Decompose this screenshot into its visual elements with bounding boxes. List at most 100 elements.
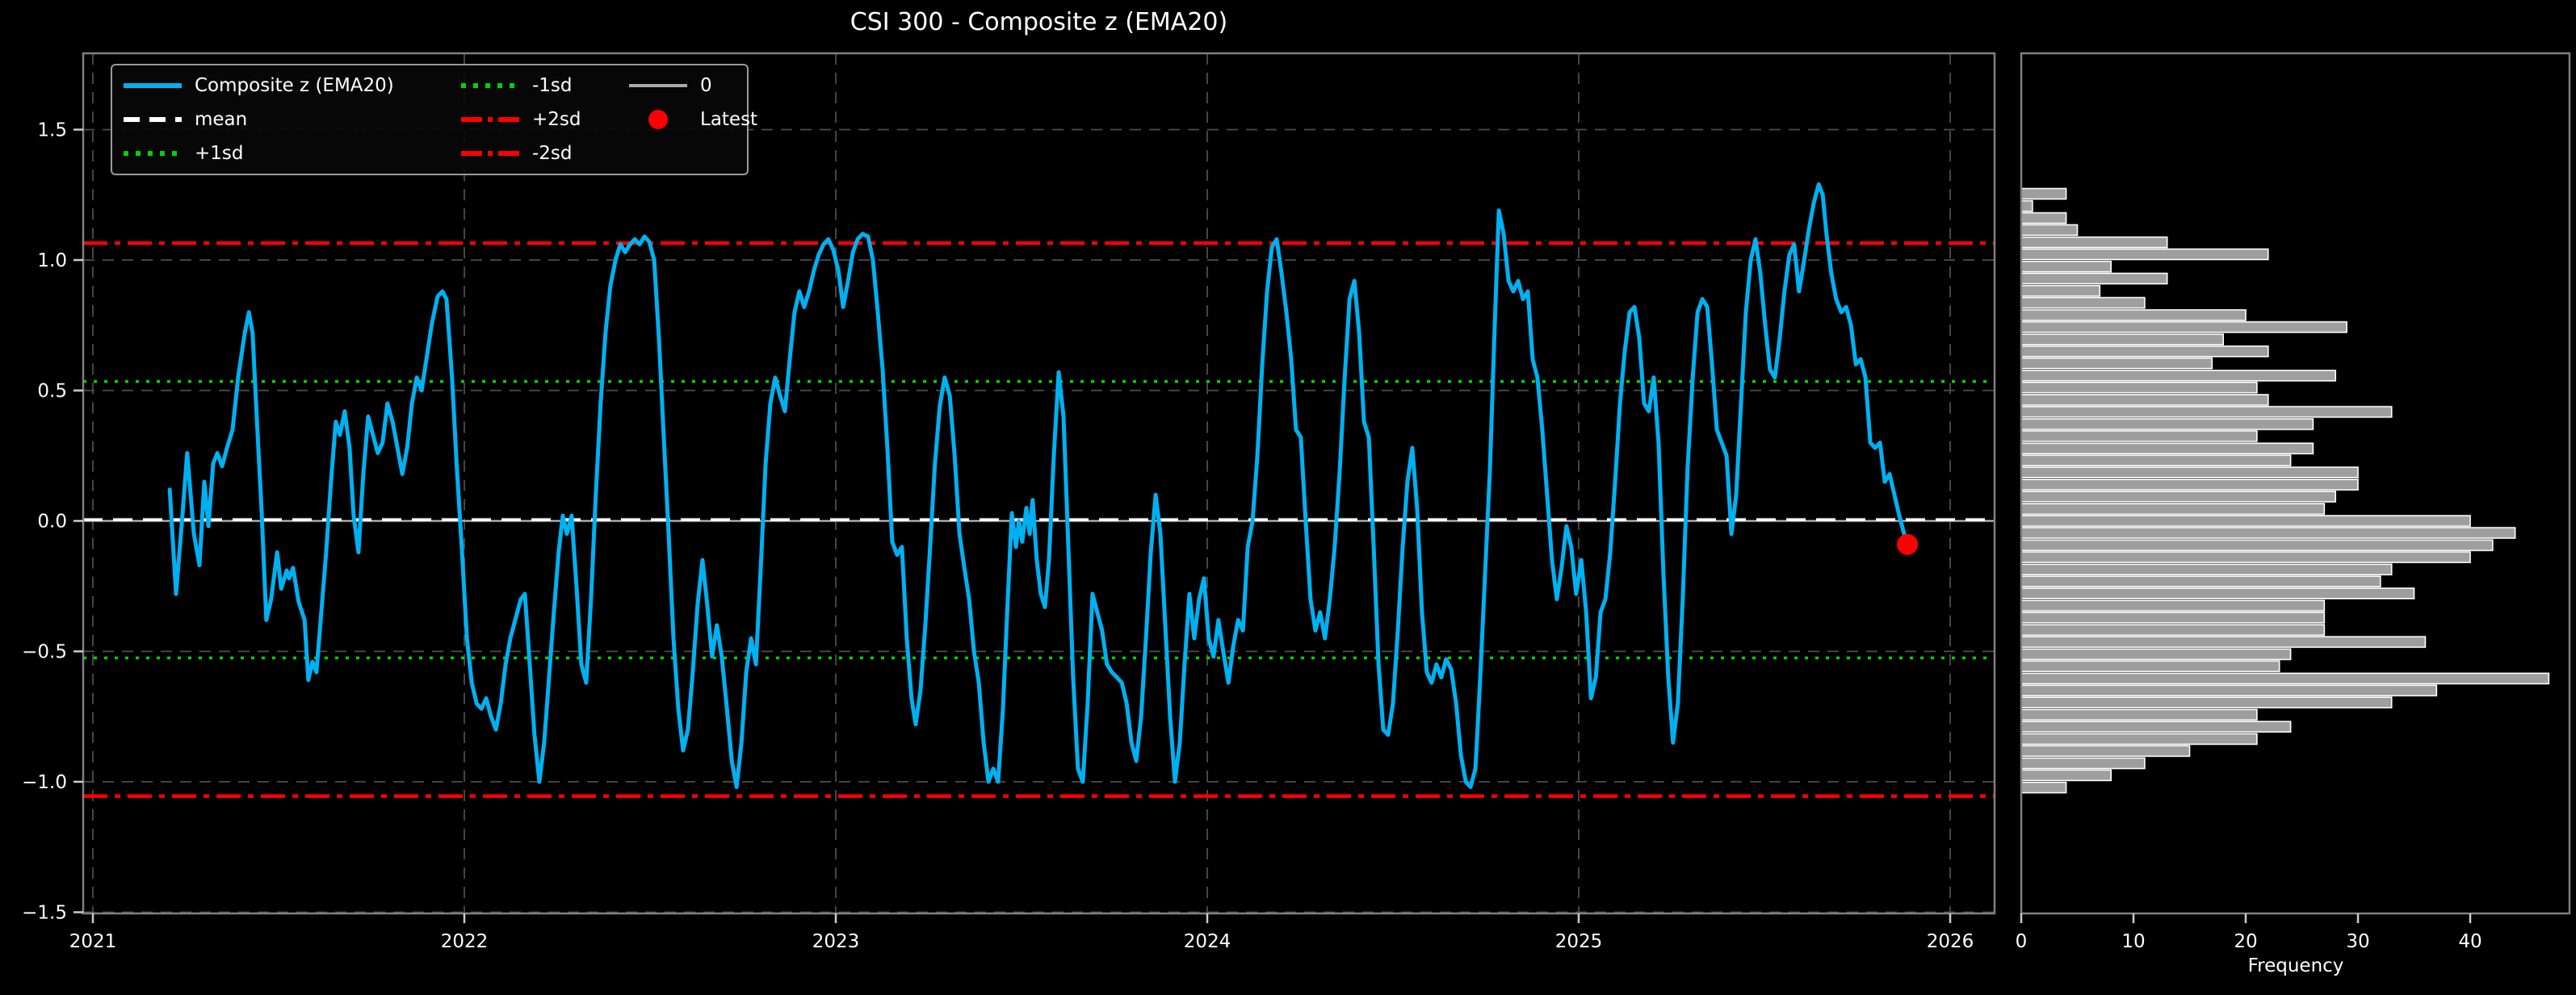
histogram-bar (2020, 248, 2269, 261)
x-tick-label: 2023 (812, 931, 860, 952)
legend-label: Latest (700, 109, 758, 130)
histogram-bar (2020, 502, 2326, 515)
histogram-bar (2020, 405, 2393, 418)
histogram-bar (2020, 199, 2033, 212)
histogram-bar (2020, 393, 2269, 406)
hist-x-tick-label: 20 (2234, 931, 2257, 952)
histogram-bar (2020, 599, 2326, 612)
legend-item-latest: Latest (629, 103, 757, 136)
histogram-bar (2020, 442, 2314, 455)
histogram-bar (2020, 587, 2415, 600)
x-tick-label: 2025 (1555, 931, 1603, 952)
legend-item-minus2sd: -2sd (461, 136, 629, 170)
histogram-bar (2020, 672, 2550, 685)
y-tick-label: −1.0 (22, 772, 67, 793)
histogram-bar (2020, 539, 2494, 552)
histogram-xlabel: Frequency (2247, 955, 2344, 976)
legend-label: Composite z (EMA20) (195, 75, 394, 96)
y-tick-label: 0.0 (37, 511, 67, 532)
legend-label: -1sd (532, 75, 573, 96)
histogram-bar (2020, 284, 2101, 297)
y-tick-label: 0.5 (37, 381, 67, 402)
histogram-bar (2020, 733, 2258, 745)
legend: Composite z (EMA20) mean +1sd -1sd +2sd … (111, 64, 757, 175)
hist-x-tick-label: 30 (2346, 931, 2369, 952)
main-gridlines (83, 53, 1995, 913)
y-tick-label: −0.5 (22, 642, 67, 663)
histogram-bar (2020, 224, 2079, 237)
legend-item-composite-z: Composite z (EMA20) (124, 69, 461, 103)
histogram-bar (2020, 684, 2438, 697)
y-tick-label: 1.5 (37, 120, 67, 141)
histogram-bar (2020, 369, 2337, 382)
x-tick-label: 2024 (1184, 931, 1231, 952)
legend-item-zero: 0 (629, 69, 750, 103)
line-dashdot-red-icon (461, 117, 519, 122)
hist-x-tick-label: 10 (2121, 931, 2145, 952)
histogram-bar (2020, 466, 2359, 479)
histogram-bar (2020, 236, 2168, 249)
line-dotted-green-icon (461, 83, 519, 88)
histogram-bar (2020, 514, 2471, 527)
histogram-bar (2020, 490, 2337, 503)
histogram-bar (2020, 636, 2427, 649)
main-plot-border (82, 52, 1996, 915)
histogram-border (2020, 52, 2571, 915)
histogram-bar (2020, 720, 2292, 733)
legend-label: +2sd (532, 109, 581, 130)
histogram-bars (2020, 187, 2550, 794)
histogram-bar (2020, 551, 2471, 564)
legend-item-mean: mean (124, 103, 461, 136)
latest-point (1897, 534, 1919, 556)
y-tick-label: 1.0 (37, 250, 67, 271)
histogram-bar (2020, 623, 2326, 636)
reference-lines (83, 241, 1995, 799)
histogram-bar (2020, 430, 2258, 443)
legend-label: +1sd (195, 143, 244, 164)
legend-item-plus1sd: +1sd (124, 136, 461, 170)
histogram-bar (2020, 260, 2112, 273)
histogram-bar (2020, 575, 2381, 588)
main-axis-ticks: 2021 2022 2023 2024 2025 2026 1.5 1.0 0.5 0.0 −0.5… (22, 120, 1974, 953)
histogram-bar (2020, 454, 2292, 467)
histogram-bar (2020, 321, 2347, 334)
histogram-bar (2020, 345, 2269, 358)
line-dashdot-red-icon (461, 151, 519, 156)
legend-label: -2sd (532, 143, 573, 164)
line-dashed-white-icon (124, 117, 182, 122)
histogram-bar (2020, 357, 2213, 370)
histogram-bar (2020, 660, 2280, 673)
histogram-bar (2020, 272, 2168, 285)
line-solid-cyan-icon (124, 83, 182, 88)
histogram-bar (2020, 563, 2393, 576)
histogram-bar (2020, 745, 2191, 758)
histogram-bar (2020, 381, 2258, 394)
histogram-bar (2020, 418, 2314, 430)
line-dotted-green-icon (124, 151, 182, 156)
histogram-bar (2020, 478, 2359, 491)
histogram-bar (2020, 696, 2393, 709)
histogram-bar (2020, 708, 2258, 721)
histogram-bar (2020, 187, 2067, 200)
legend-item-plus2sd: +2sd (461, 103, 629, 136)
histogram-axis-ticks: 0 10 20 30 40 (2016, 913, 2482, 952)
line-solid-gray-icon (629, 84, 687, 87)
red-dot-icon (629, 110, 687, 129)
histogram-bar (2020, 781, 2067, 794)
histogram-bar (2020, 769, 2112, 782)
histogram-bar (2020, 648, 2292, 661)
legend-label: mean (195, 109, 248, 130)
x-tick-label: 2026 (1927, 931, 1974, 952)
histogram-bar (2020, 309, 2247, 321)
histogram-bar (2020, 527, 2516, 539)
legend-item-minus1sd: -1sd (461, 69, 629, 103)
hist-x-tick-label: 40 (2458, 931, 2482, 952)
x-tick-label: 2021 (69, 931, 117, 952)
composite-z-line (167, 182, 1910, 789)
chart-title: CSI 300 - Composite z (EMA20) (850, 8, 1228, 36)
y-tick-label: −1.5 (22, 903, 67, 924)
histogram-bar (2020, 296, 2146, 309)
histogram-bar (2020, 757, 2146, 770)
